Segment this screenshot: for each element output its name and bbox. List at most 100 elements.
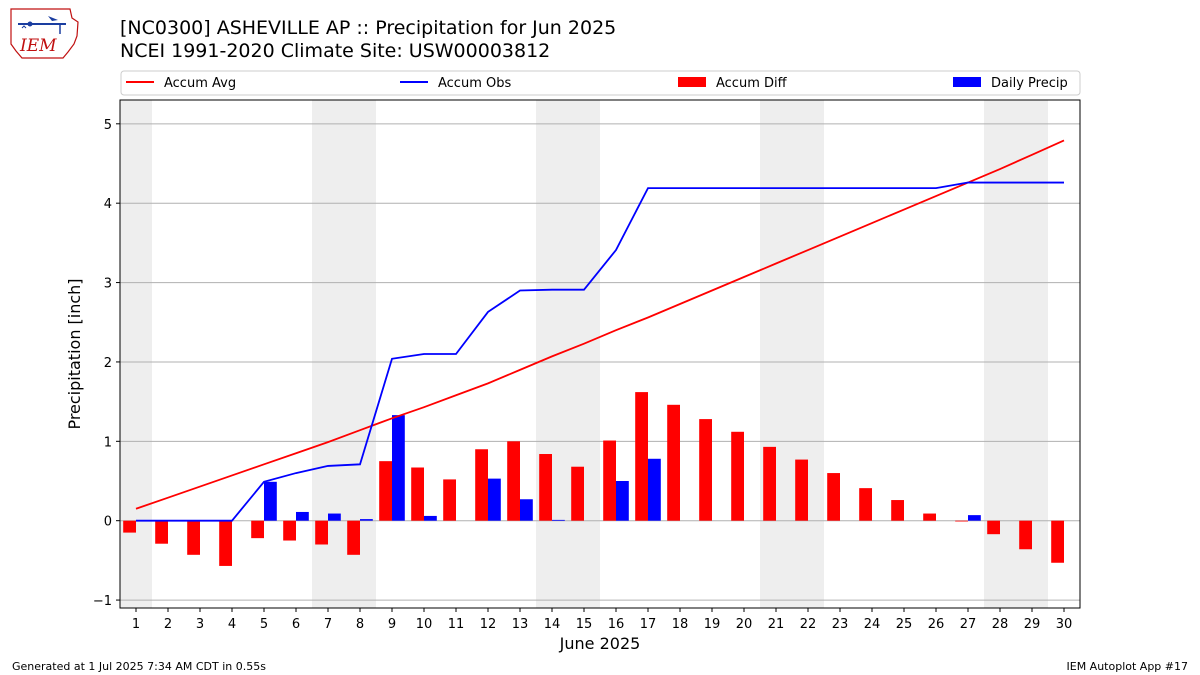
y-tick-label: 3 [104, 277, 112, 292]
x-tick-label: 24 [864, 617, 881, 632]
x-tick-label: 28 [992, 617, 1009, 632]
accum-diff-bar [603, 440, 616, 521]
y-tick-label: 4 [104, 197, 112, 212]
x-tick-label: 18 [672, 617, 689, 632]
x-tick-label: 21 [768, 617, 785, 632]
x-tick-label: 29 [1024, 617, 1041, 632]
bars [123, 392, 1064, 566]
accum-diff-bar [219, 520, 232, 566]
legend: Accum Avg Accum Obs Accum Diff Daily Precip [120, 70, 1081, 96]
daily-precip-bar [520, 499, 533, 521]
x-tick-label: 10 [416, 617, 433, 632]
accum-diff-bar [955, 520, 968, 522]
logo-text: IEM [19, 36, 57, 56]
x-tick-label: 5 [260, 617, 268, 632]
daily-precip-bar [616, 481, 629, 521]
x-tick-label: 3 [196, 617, 204, 632]
accum-diff-bar [283, 520, 296, 541]
x-tick-label: 14 [544, 617, 561, 632]
y-gridlines [120, 123, 1080, 601]
daily-precip-bar [264, 481, 277, 521]
chart-title: [NC0300] ASHEVILLE AP :: Precipitation f… [120, 17, 617, 39]
accum-diff-bar [155, 520, 168, 544]
y-tick-label: 5 [104, 118, 112, 133]
legend-accum-diff-label: Accum Diff [716, 76, 788, 91]
legend-daily-precip-swatch [953, 77, 981, 87]
x-tick-label: 1 [132, 617, 140, 632]
weekend-band-2 [536, 100, 600, 608]
accum-obs-line [136, 181, 1064, 522]
x-tick-label: 9 [388, 617, 396, 632]
accum-diff-bar [1019, 520, 1032, 550]
accum-diff-bar [699, 419, 712, 521]
daily-precip-bar [360, 519, 373, 521]
x-tick-label: 11 [448, 617, 465, 632]
accum-diff-bar [795, 459, 808, 521]
x-tick-label: 17 [640, 617, 657, 632]
x-tick-label: 25 [896, 617, 913, 632]
legend-frame [120, 70, 1081, 96]
plot-frame [119, 99, 1081, 609]
x-tick-label: 19 [704, 617, 721, 632]
daily-precip-bar [392, 415, 405, 521]
x-tick-label: 7 [324, 617, 332, 632]
accum-diff-bar [827, 473, 840, 521]
lines [135, 139, 1065, 522]
accum-diff-bar [379, 461, 392, 521]
accum-diff-bar [1051, 520, 1064, 563]
accum-diff-bar [891, 500, 904, 521]
accum-diff-bar [251, 520, 264, 539]
y-tick-label: 1 [104, 435, 112, 450]
daily-precip-bar [424, 515, 437, 521]
y-tick-label: −1 [93, 594, 112, 609]
x-tick-label: 23 [832, 617, 849, 632]
accum-diff-bar [443, 479, 456, 521]
x-tick-label: 27 [960, 617, 977, 632]
y-axis-label: Precipitation [inch] [65, 278, 84, 429]
legend-accum-diff-swatch [678, 77, 706, 87]
accum-diff-bar [667, 404, 680, 521]
accum-diff-bar [571, 466, 584, 521]
daily-precip-bar [552, 519, 565, 521]
iem-logo: IEM [10, 8, 79, 59]
y-tick-label: 0 [104, 515, 112, 530]
accum-diff-bar [315, 520, 328, 545]
accum-avg-line [135, 139, 1065, 510]
generated-note: Generated at 1 Jul 2025 7:34 AM CDT in 0… [12, 660, 266, 673]
accum-diff-bar [123, 520, 136, 533]
y-tick-label: 2 [104, 356, 112, 371]
daily-precip-bar [648, 458, 661, 521]
x-tick-label: 16 [608, 617, 625, 632]
x-tick-label: 13 [512, 617, 529, 632]
x-tick-label: 8 [356, 617, 364, 632]
x-tick-label: 15 [576, 617, 593, 632]
daily-precip-bar [968, 515, 981, 521]
accum-diff-bar [923, 513, 936, 521]
accum-diff-bar [763, 446, 776, 521]
accum-diff-bar [859, 488, 872, 521]
accum-diff-bar [635, 392, 648, 521]
legend-daily-precip-label: Daily Precip [991, 76, 1068, 91]
legend-accum-obs-label: Accum Obs [438, 76, 511, 91]
accum-diff-bar [411, 467, 424, 521]
accum-diff-bar [987, 520, 1000, 535]
weekend-band-3 [760, 100, 824, 608]
x-tick-label: 12 [480, 617, 497, 632]
x-tick-label: 26 [928, 617, 945, 632]
x-tick-label: 30 [1056, 617, 1073, 632]
x-tick-label: 20 [736, 617, 753, 632]
daily-precip-bar [328, 513, 341, 521]
x-tick-label: 22 [800, 617, 817, 632]
accum-diff-bar [475, 449, 488, 521]
x-tick-label: 6 [292, 617, 300, 632]
x-tick-label: 4 [228, 617, 236, 632]
x-axis-label: June 2025 [559, 634, 641, 653]
accum-diff-bar [347, 520, 360, 555]
accum-diff-bar [539, 454, 552, 521]
app-label: IEM Autoplot App #17 [1066, 660, 1189, 673]
x-tick-label: 2 [164, 617, 172, 632]
legend-accum-avg-label: Accum Avg [164, 76, 236, 91]
daily-precip-bar [296, 511, 309, 521]
